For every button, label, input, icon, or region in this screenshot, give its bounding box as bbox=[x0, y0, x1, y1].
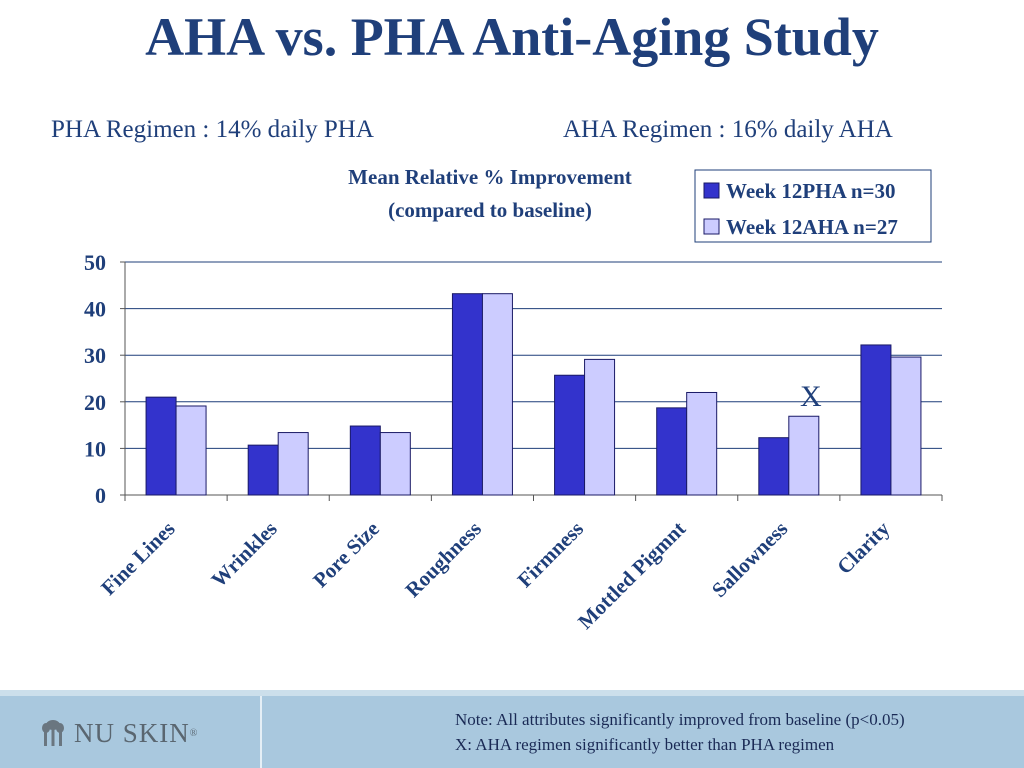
chart-title: Mean Relative % Improvement bbox=[348, 165, 632, 189]
logo-text: NU SKIN bbox=[74, 718, 190, 748]
x-tick-label: Roughness bbox=[401, 517, 486, 602]
slide-title: AHA vs. PHA Anti-Aging Study bbox=[145, 7, 879, 67]
x-tick-label: Sallowness bbox=[707, 517, 792, 602]
bar-aha bbox=[788, 415, 820, 496]
nu-skin-leaf-icon bbox=[42, 719, 64, 746]
x-tick-label: Wrinkles bbox=[206, 517, 281, 592]
y-tick-label: 0 bbox=[95, 483, 106, 508]
legend-label: Week 12AHA n=27 bbox=[726, 215, 898, 239]
bar-pha bbox=[349, 425, 381, 496]
footnote-significance: Note: All attributes significantly impro… bbox=[455, 710, 905, 729]
y-tick-label: 20 bbox=[84, 390, 106, 415]
footnote-x-marker: X: AHA regimen significantly better than… bbox=[455, 735, 835, 754]
bar-pha bbox=[860, 344, 892, 496]
bar-aha bbox=[890, 356, 922, 496]
aha-regimen-subtitle: AHA Regimen : 16% daily AHA bbox=[563, 116, 893, 143]
bar-chart: Mean Relative % Improvement (compared to … bbox=[84, 165, 943, 634]
x-tick-label: Fine Lines bbox=[96, 517, 179, 600]
footer-divider bbox=[260, 696, 262, 768]
pha-regimen-subtitle: PHA Regimen : 14% daily PHA bbox=[51, 116, 374, 143]
y-tick-label: 10 bbox=[84, 436, 106, 461]
x-tick-label: Mottled Pigmnt bbox=[573, 517, 690, 634]
bar-aha bbox=[379, 432, 411, 496]
bar-pha bbox=[145, 396, 177, 496]
bar-pha bbox=[758, 437, 790, 496]
x-tick-label: Pore Size bbox=[308, 517, 384, 593]
bar-aha bbox=[584, 358, 616, 496]
bar-aha bbox=[481, 293, 513, 496]
bar-aha bbox=[277, 432, 309, 496]
legend-box bbox=[694, 169, 932, 243]
legend-label: Week 12PHA n=30 bbox=[726, 179, 895, 203]
bar-pha bbox=[656, 407, 688, 496]
y-tick-label: 40 bbox=[84, 297, 106, 322]
y-tick-label: 50 bbox=[84, 250, 106, 275]
legend-swatch bbox=[703, 218, 720, 235]
x-tick-label: Clarity bbox=[832, 516, 895, 579]
legend-swatch bbox=[703, 182, 720, 199]
bar-pha bbox=[247, 444, 279, 496]
significance-marker: X bbox=[800, 380, 822, 413]
bar-aha bbox=[175, 405, 207, 496]
bar-pha bbox=[554, 374, 586, 496]
footer-bar: NU SKIN ® Note: All attributes significa… bbox=[0, 690, 1024, 768]
nu-skin-logo: NU SKIN ® bbox=[38, 718, 197, 749]
x-tick-label: Firmness bbox=[513, 517, 589, 593]
y-tick-label: 30 bbox=[84, 343, 106, 368]
chart-subtitle: (compared to baseline) bbox=[388, 198, 592, 222]
bar-pha bbox=[451, 293, 483, 496]
registered-mark: ® bbox=[189, 728, 198, 739]
bar-aha bbox=[686, 391, 718, 496]
